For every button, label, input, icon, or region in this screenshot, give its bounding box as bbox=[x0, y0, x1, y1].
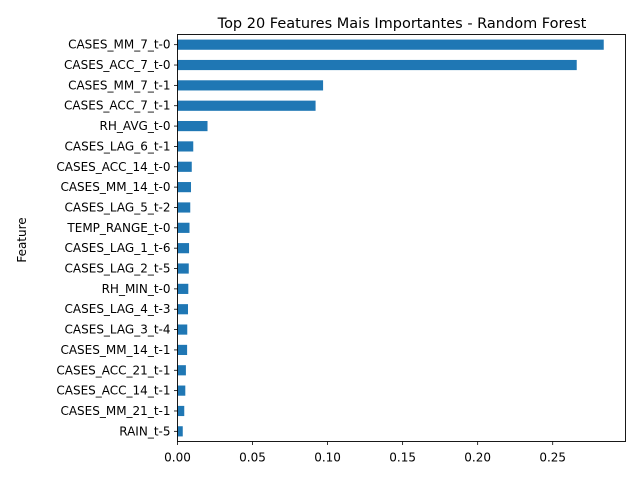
bar bbox=[177, 161, 192, 172]
y-tick-label: CASES_ACC_14_t-0 bbox=[56, 160, 170, 174]
bar bbox=[177, 120, 208, 132]
y-tick-label: CASES_MM_14_t-0 bbox=[60, 180, 170, 194]
x-tick-label: 0.20 bbox=[464, 451, 491, 465]
bar bbox=[177, 324, 188, 335]
bar bbox=[177, 385, 186, 396]
bar bbox=[177, 141, 194, 152]
bar bbox=[177, 263, 189, 274]
bar bbox=[177, 365, 186, 376]
bar bbox=[177, 283, 189, 294]
y-ticks-group: CASES_MM_7_t-0 CASES_ACC_7_t-0 CASES_MM_7_… bbox=[56, 38, 178, 438]
y-tick-label: CASES_LAG_6_t-1 bbox=[65, 139, 171, 153]
y-tick-label: CASES_LAG_5_t-2 bbox=[65, 200, 171, 214]
bar bbox=[177, 100, 316, 111]
y-tick-label: CASES_MM_14_t-1 bbox=[60, 343, 170, 357]
y-tick-label: CASES_ACC_7_t-1 bbox=[64, 99, 170, 113]
y-tick-label: TEMP_RANGE_t-0 bbox=[66, 221, 170, 235]
y-tick-label: CASES_LAG_1_t-6 bbox=[65, 241, 171, 255]
y-tick-label: CASES_MM_21_t-1 bbox=[60, 404, 170, 418]
chart-title: Top 20 Features Mais Importantes - Rando… bbox=[217, 16, 587, 32]
bars-group bbox=[177, 39, 604, 437]
bar bbox=[177, 202, 191, 213]
bar bbox=[177, 39, 604, 50]
x-tick-label: 0.10 bbox=[314, 451, 341, 465]
bar bbox=[177, 80, 324, 91]
bar bbox=[177, 222, 190, 233]
x-ticks-group: 0.00 0.05 0.10 0.15 0.20 0.25 bbox=[164, 441, 566, 465]
y-tick-label: CASES_MM_7_t-0 bbox=[68, 38, 170, 52]
y-tick-label: CASES_ACC_7_t-0 bbox=[64, 58, 170, 72]
bar bbox=[177, 59, 577, 71]
bar bbox=[177, 426, 183, 437]
bar bbox=[177, 304, 189, 315]
bar bbox=[177, 344, 188, 356]
y-tick-label: CASES_LAG_2_t-5 bbox=[65, 262, 171, 276]
plot-frame bbox=[177, 34, 626, 442]
bar bbox=[177, 243, 190, 254]
x-tick-label: 0.25 bbox=[539, 451, 566, 465]
y-tick-label: CASES_LAG_4_t-3 bbox=[65, 302, 171, 316]
x-tick-label: 0.05 bbox=[239, 451, 266, 465]
y-tick-label: CASES_ACC_21_t-1 bbox=[56, 363, 170, 377]
y-axis-label: Feature bbox=[15, 217, 29, 262]
bar bbox=[177, 182, 192, 193]
y-tick-label: RAIN_t-5 bbox=[119, 424, 170, 438]
y-tick-label: RH_AVG_t-0 bbox=[100, 119, 171, 133]
bar bbox=[177, 405, 185, 417]
y-tick-label: CASES_MM_7_t-1 bbox=[68, 78, 170, 92]
y-tick-label: CASES_LAG_3_t-4 bbox=[65, 323, 171, 337]
x-tick-label: 0.15 bbox=[389, 451, 416, 465]
x-tick-label: 0.00 bbox=[164, 451, 191, 465]
y-tick-label: CASES_ACC_14_t-1 bbox=[56, 384, 170, 398]
y-tick-label: RH_MIN_t-0 bbox=[102, 282, 171, 296]
